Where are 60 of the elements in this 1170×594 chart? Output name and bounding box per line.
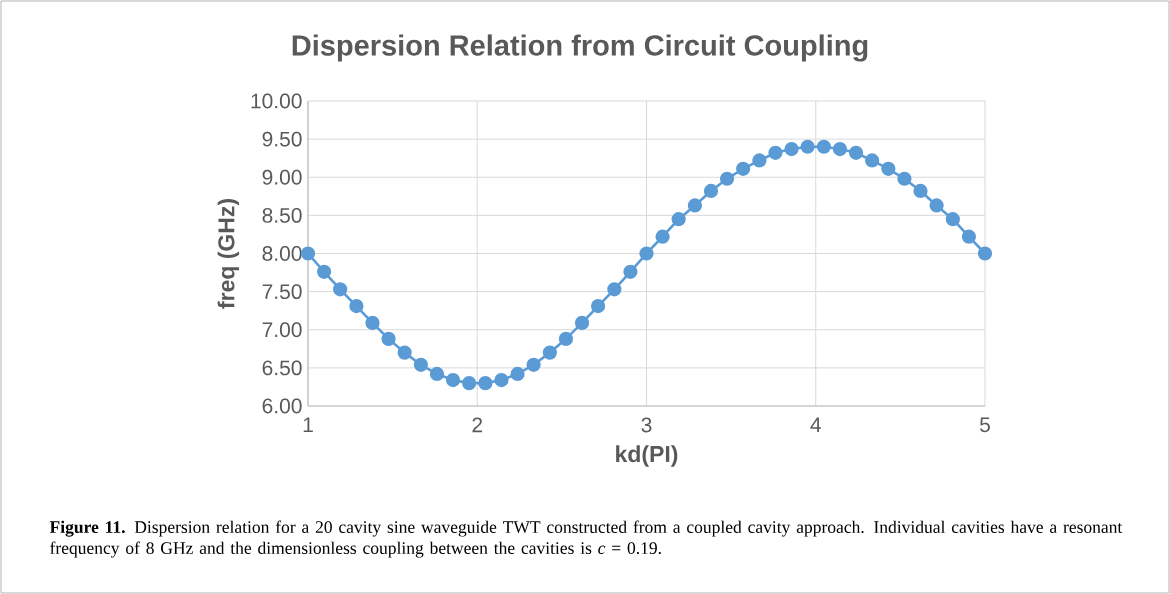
point — [736, 161, 751, 176]
point — [800, 139, 815, 154]
point — [462, 376, 477, 391]
point — [961, 229, 977, 244]
point — [655, 229, 670, 244]
point — [591, 299, 606, 314]
point — [510, 366, 525, 382]
y-tick-label: 10.00 — [251, 93, 302, 109]
point — [977, 246, 993, 261]
text: Figure 11. Dispersion relation for a 20 cavity sine waveguide TWT constructed from a coupled cavity approach. Individual cavities have a resonant frequency of 8 GHz and the dimensionless coupling between the cavities is c = 0.19. — [49, 520, 1123, 558]
point — [929, 198, 944, 213]
point — [865, 153, 880, 168]
x-axis-title: kd(PI) — [616, 445, 678, 467]
point — [365, 315, 380, 330]
x-tick-label: 3 — [641, 417, 652, 433]
point — [526, 357, 541, 372]
y-tick-label: 6.00 — [262, 398, 302, 414]
x-tick-label: 2 — [472, 417, 483, 433]
point — [881, 161, 896, 176]
point — [832, 141, 848, 157]
point — [703, 183, 719, 199]
y-tick-label: 9.00 — [262, 169, 302, 185]
point — [687, 198, 703, 213]
point — [349, 299, 364, 314]
point — [719, 171, 735, 186]
point — [333, 282, 348, 297]
point — [413, 357, 428, 372]
chart-title: Dispersion Relation from Circuit Coupling — [292, 34, 868, 62]
point — [848, 145, 864, 160]
point — [558, 331, 574, 346]
point — [381, 331, 396, 346]
y-tick-label: 7.50 — [262, 284, 302, 300]
point — [784, 141, 799, 157]
point — [478, 376, 493, 391]
y-axis-title: freq (GHz) — [217, 199, 240, 309]
y-tick-label: 6.50 — [262, 360, 302, 376]
point — [445, 372, 461, 388]
x-tick-label: 1 — [303, 417, 313, 432]
y-tick-label: 7.00 — [262, 322, 302, 338]
point — [542, 345, 557, 360]
point — [945, 212, 960, 227]
point — [429, 366, 445, 382]
y-tick-label: 8.50 — [262, 207, 302, 223]
y-tick-label: 8.00 — [262, 246, 302, 261]
point — [752, 153, 767, 168]
point — [607, 282, 622, 297]
point — [639, 246, 654, 261]
point — [671, 212, 686, 227]
point — [316, 264, 332, 279]
point — [623, 264, 638, 279]
point — [897, 171, 912, 186]
point — [913, 183, 928, 199]
point — [494, 372, 509, 388]
point — [397, 345, 412, 360]
point — [574, 315, 590, 330]
point — [768, 145, 783, 160]
x-tick-label: 4 — [810, 417, 821, 432]
point — [816, 139, 831, 154]
y-tick-label: 9.50 — [262, 131, 302, 147]
x-tick-label: 5 — [980, 417, 990, 433]
